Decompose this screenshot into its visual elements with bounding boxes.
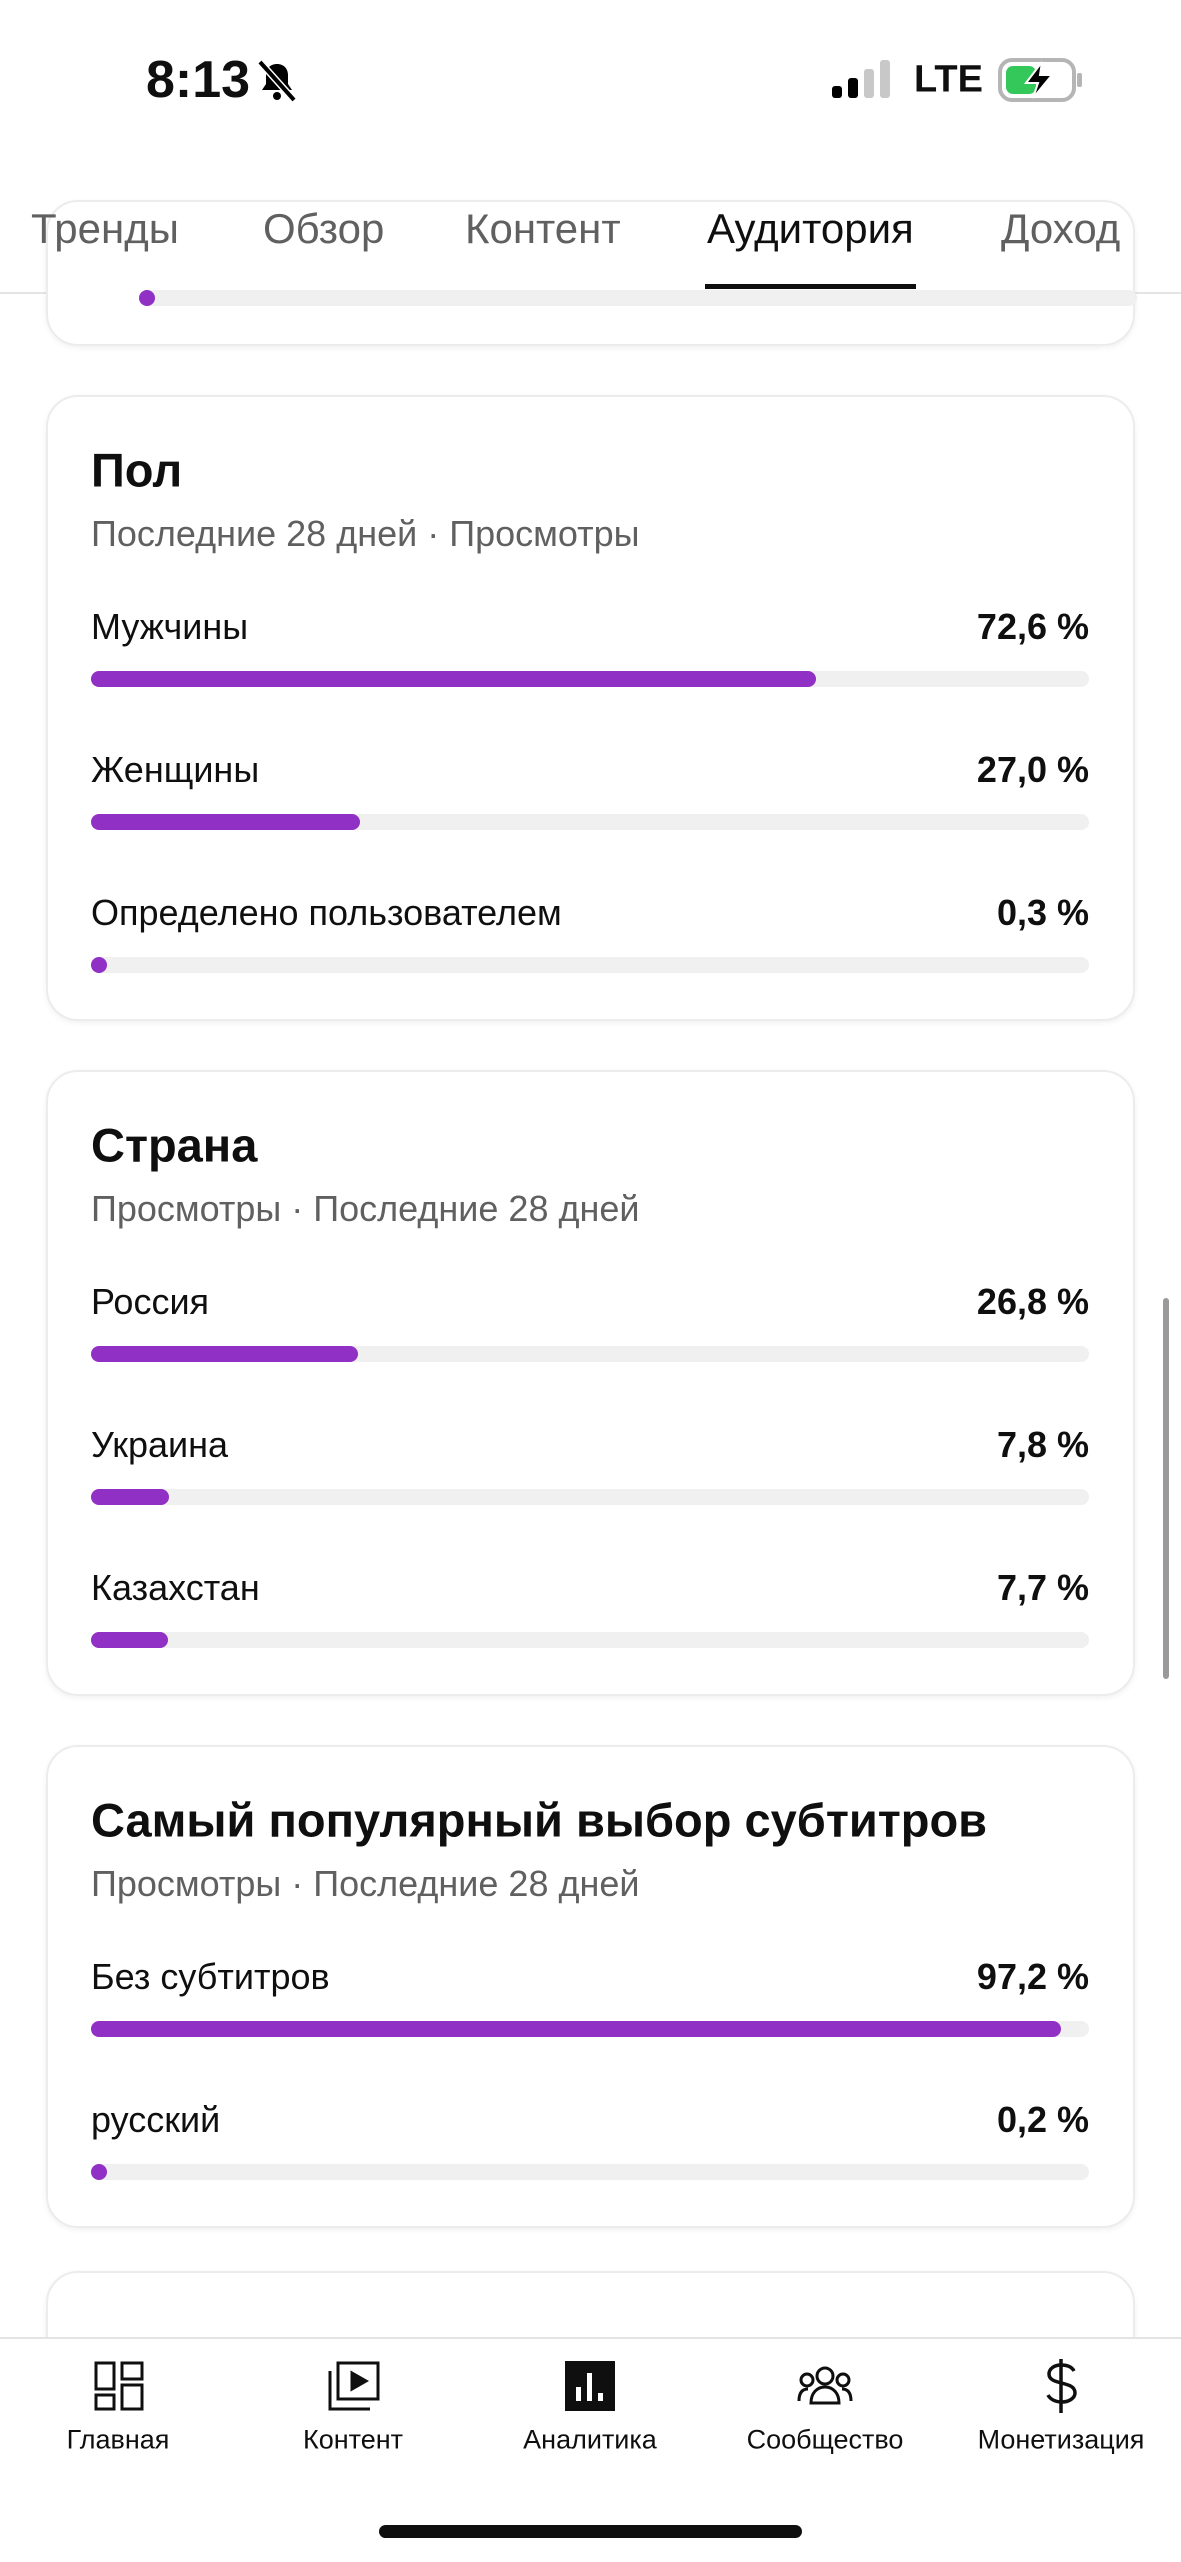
- bar-track: [91, 1632, 1089, 1648]
- tab-underline: [705, 284, 916, 289]
- tab[interactable]: Аудитория: [707, 205, 914, 252]
- row-value: 7,8 %: [996, 1424, 1089, 1465]
- nav-label[interactable]: Сообщество: [746, 2424, 904, 2455]
- network: LTE: [914, 58, 983, 101]
- row-value: 0,3 %: [996, 892, 1089, 933]
- analytics-icon: [565, 2361, 615, 2411]
- partial-card: [46, 200, 1137, 346]
- card: Самый популярный выбор субтитров Просмотр…: [46, 1745, 1135, 2228]
- card-title: Пол: [91, 443, 183, 497]
- bar-track: [91, 814, 1089, 830]
- content-icon: [328, 2361, 380, 2411]
- bar-fill: [91, 1632, 168, 1648]
- bar-track: [91, 2021, 1089, 2037]
- bar-track: [139, 290, 1137, 306]
- card: Страна Просмотры · Последние 28 дней Росси…: [46, 1070, 1135, 1696]
- bar-track: [91, 1489, 1089, 1505]
- row-label: Украина: [91, 1424, 229, 1465]
- row-value: 27,0 %: [976, 749, 1089, 790]
- bar-fill: [91, 1346, 359, 1362]
- bar-fill: [139, 290, 155, 306]
- nav-label[interactable]: Аналитика: [523, 2424, 657, 2455]
- bar-fill: [91, 2164, 107, 2180]
- home-icon: [94, 2361, 144, 2411]
- bar-fill: [91, 2021, 1062, 2037]
- bar-fill: [91, 1489, 169, 1505]
- row-value: 7,7 %: [996, 1567, 1089, 1608]
- tab[interactable]: Доход: [1001, 205, 1121, 252]
- row-label: русский: [91, 2099, 221, 2140]
- tab[interactable]: Контент: [465, 205, 621, 252]
- row-label: Без субтитров: [91, 1956, 330, 1997]
- card-title: Самый популярный выбор субтитров: [91, 1793, 988, 1847]
- community-icon: [797, 2366, 853, 2405]
- battery-icon: [998, 58, 1082, 102]
- nav-label[interactable]: Контент: [302, 2424, 404, 2455]
- status-bar: 8:13 LTE: [0, 0, 1181, 150]
- card: Пол Последние 28 дней · Просмотры Мужчины 7…: [46, 395, 1135, 1021]
- row-value: 26,8 %: [976, 1281, 1089, 1322]
- row-label: Казахстан: [91, 1567, 260, 1608]
- bar-fill: [91, 814, 361, 830]
- bar-track: [91, 2164, 1089, 2180]
- tab[interactable]: Обзор: [263, 205, 385, 252]
- bar-fill: [91, 671, 816, 687]
- nav-label[interactable]: Монетизация: [977, 2424, 1145, 2455]
- bar-track: [91, 671, 1089, 687]
- card-subtitle: Просмотры · Последние 28 дней: [91, 1863, 640, 1904]
- row-value: 0,2 %: [996, 2099, 1089, 2140]
- row-value: 72,6 %: [976, 606, 1089, 647]
- bottom-nav: Главная Контент Аналитика Сообщество Монетиз…: [0, 2337, 1181, 2562]
- row-label: Женщины: [91, 749, 260, 790]
- money-icon: [1046, 2359, 1077, 2413]
- signal-icon: [832, 60, 890, 98]
- time: 8:13: [146, 51, 251, 109]
- mute-icon: [257, 60, 297, 102]
- bar-track: [91, 1346, 1089, 1362]
- row-label: Россия: [91, 1281, 210, 1322]
- card-title: Страна: [91, 1118, 258, 1172]
- card-subtitle: Просмотры · Последние 28 дней: [91, 1188, 640, 1229]
- nav-label[interactable]: Главная: [66, 2424, 170, 2455]
- scrollbar: [1163, 1298, 1169, 1679]
- card-subtitle: Последние 28 дней · Просмотры: [91, 513, 640, 554]
- tab[interactable]: Тренды: [31, 205, 179, 252]
- row-label: Определено пользователем: [91, 892, 562, 933]
- row-label: Мужчины: [91, 606, 249, 647]
- home-indicator: [379, 2525, 802, 2538]
- bar-fill: [91, 957, 107, 973]
- bar-track: [91, 957, 1089, 973]
- row-value: 97,2 %: [976, 1956, 1089, 1997]
